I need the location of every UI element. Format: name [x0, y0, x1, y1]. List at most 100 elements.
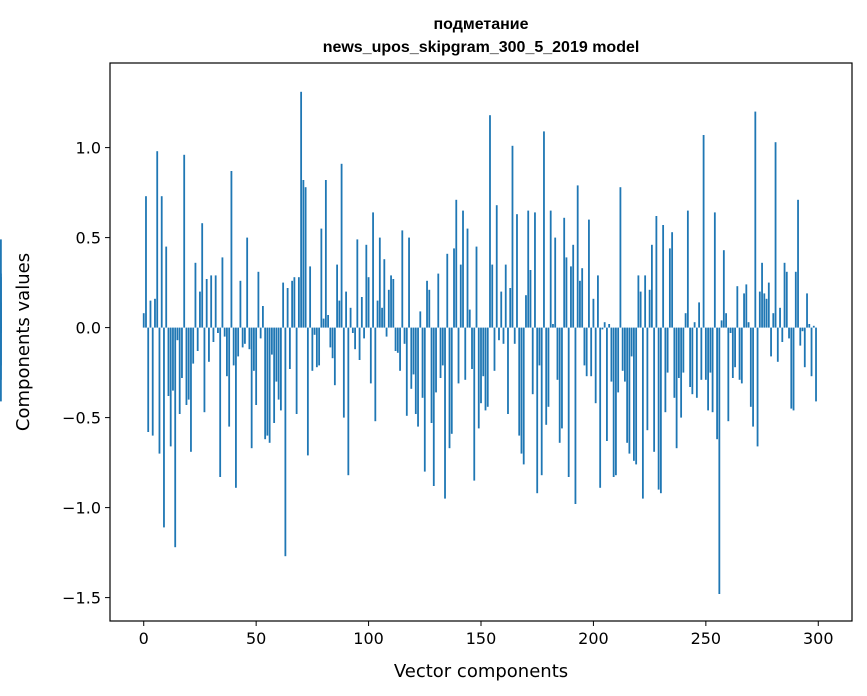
bar	[543, 131, 545, 328]
bar	[392, 279, 395, 328]
bar	[502, 327, 505, 344]
bar	[610, 327, 613, 382]
bar	[547, 327, 550, 407]
bar	[147, 327, 150, 432]
bar	[358, 327, 361, 360]
bar	[731, 327, 734, 378]
bar	[394, 327, 397, 351]
bar	[212, 327, 215, 342]
bar	[151, 327, 154, 436]
bar	[306, 327, 309, 456]
bar	[178, 327, 181, 414]
bar	[356, 239, 359, 328]
bar	[190, 327, 192, 452]
bar	[376, 300, 379, 328]
bar	[677, 327, 680, 378]
bar	[237, 327, 240, 357]
bar	[428, 289, 431, 328]
bar	[311, 327, 314, 371]
bar	[165, 246, 168, 328]
bar	[529, 270, 532, 328]
bar	[534, 212, 536, 328]
bar	[214, 275, 217, 328]
bar	[453, 248, 455, 328]
bar	[235, 327, 237, 488]
bar	[340, 163, 343, 328]
bar	[743, 293, 745, 328]
bar	[650, 244, 653, 328]
bar	[689, 327, 692, 387]
bar	[628, 327, 631, 454]
bar	[410, 327, 413, 389]
bar	[423, 327, 426, 472]
bar	[185, 327, 188, 405]
bar	[540, 327, 543, 476]
bar	[172, 327, 174, 391]
bar	[403, 327, 406, 344]
bar	[662, 225, 665, 328]
bar	[421, 327, 424, 398]
bar	[414, 327, 417, 414]
bar	[250, 327, 253, 449]
bar	[455, 199, 458, 328]
bar	[309, 266, 312, 328]
bar	[273, 327, 276, 423]
bar	[372, 212, 374, 328]
bar	[439, 327, 442, 378]
y-tick-label: −0.5	[62, 409, 101, 428]
bar	[329, 327, 332, 348]
bar	[648, 289, 651, 328]
bar	[0, 324, 2, 328]
bar	[174, 327, 177, 548]
bar	[437, 273, 440, 328]
bar	[277, 327, 280, 400]
bar	[637, 275, 640, 328]
bar	[682, 327, 685, 373]
bar	[509, 288, 512, 328]
bar	[615, 327, 617, 476]
bar	[210, 275, 213, 328]
bar	[333, 327, 336, 386]
bar	[536, 327, 539, 494]
bar	[284, 327, 287, 557]
bar	[698, 302, 700, 328]
bar	[781, 327, 784, 342]
bar	[390, 275, 392, 328]
x-ticks-group: 0 50 100 150 200 250 300	[139, 621, 834, 648]
bar	[765, 298, 768, 328]
bar	[801, 327, 804, 332]
bar	[716, 327, 718, 440]
bar	[788, 327, 790, 339]
bar	[441, 327, 444, 366]
y-ticks-group: −1.5 −1.0 −0.5 0.0 0.5 1.0	[62, 139, 110, 608]
plot-frame	[109, 62, 853, 622]
bar	[565, 257, 568, 328]
bar	[232, 327, 235, 366]
bar	[408, 237, 410, 328]
bar	[417, 327, 419, 427]
bar	[327, 315, 329, 328]
bar	[201, 223, 204, 328]
bar	[756, 327, 759, 447]
bar	[594, 327, 597, 404]
bar	[691, 327, 694, 395]
bar	[378, 237, 381, 328]
bar	[684, 313, 687, 328]
bar	[754, 111, 757, 328]
bar	[412, 327, 415, 375]
bar	[664, 327, 667, 413]
bar	[527, 210, 530, 328]
bar	[707, 327, 709, 411]
bar	[383, 259, 386, 328]
bar	[695, 327, 698, 398]
bar	[160, 196, 163, 328]
bar	[142, 313, 145, 328]
bar	[349, 307, 352, 328]
bar	[360, 297, 363, 328]
bars-group	[0, 91, 817, 594]
bar	[646, 327, 649, 431]
bar	[752, 327, 754, 427]
bar	[192, 327, 195, 364]
bar	[630, 327, 633, 357]
